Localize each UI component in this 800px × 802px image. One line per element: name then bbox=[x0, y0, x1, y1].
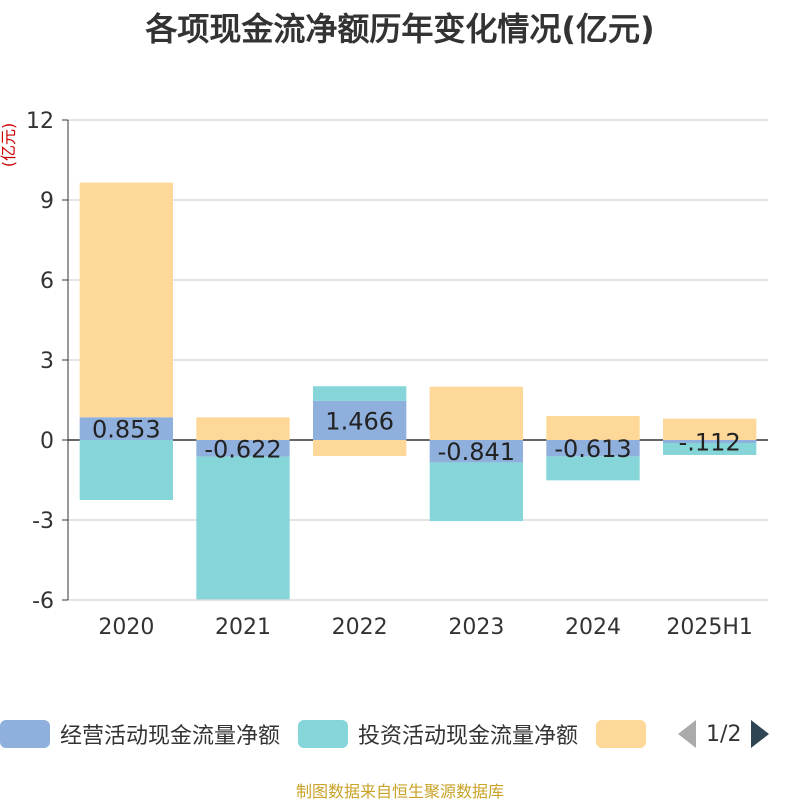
legend-label: 经营活动现金流量净额 bbox=[60, 724, 281, 749]
bar-segment bbox=[663, 418, 757, 440]
bar-segment bbox=[313, 386, 407, 401]
bar-segment bbox=[429, 440, 523, 463]
data-label: -0.622 bbox=[204, 435, 281, 463]
legend-item[interactable]: 经营活动现金流量净额 bbox=[0, 718, 280, 750]
data-label: 1.466 bbox=[325, 407, 394, 435]
data-label: -0.613 bbox=[554, 435, 631, 463]
data-source-note: 制图数据来自恒生聚源数据库 bbox=[295, 782, 504, 801]
bar-segment bbox=[663, 442, 757, 455]
bar-segment bbox=[546, 416, 640, 440]
legend-swatch bbox=[0, 720, 50, 748]
legend-swatch bbox=[298, 720, 349, 748]
data-label: -0.841 bbox=[438, 438, 515, 466]
bar-segment bbox=[79, 182, 173, 418]
data-label: -.112 bbox=[679, 428, 741, 456]
bar-segment bbox=[79, 440, 173, 500]
legend-pager: 1/2 bbox=[678, 720, 770, 748]
x-tick-label: 2023 bbox=[448, 615, 504, 640]
x-tick-label: 2021 bbox=[215, 615, 271, 640]
y-tick-label: 0 bbox=[40, 429, 54, 454]
bar-segment bbox=[429, 462, 523, 522]
y-tick-label: -6 bbox=[32, 589, 54, 614]
bar-segment bbox=[313, 440, 407, 456]
y-tick-label: 6 bbox=[40, 269, 54, 294]
y-tick-label: 9 bbox=[40, 189, 54, 214]
cash-flow-chart: -6 -3 0 3 6 9 12 2020 2021 2022 2023 2024 2025H1 0.8… bbox=[0, 109, 768, 640]
chart-title: 各项现金流净额历年变化情况(亿元) bbox=[145, 10, 655, 48]
data-label: 0.853 bbox=[92, 416, 161, 444]
y-axis-label: (亿元) bbox=[0, 123, 18, 168]
bar-segment bbox=[313, 400, 407, 440]
prev-page-icon[interactable] bbox=[678, 720, 697, 748]
bar-segment bbox=[429, 386, 523, 440]
legend-item[interactable] bbox=[596, 720, 656, 748]
y-tick-label: -3 bbox=[32, 509, 54, 534]
x-tick-label: 2025H1 bbox=[666, 615, 753, 640]
bar-segment bbox=[196, 440, 290, 457]
y-tick-label: 3 bbox=[40, 349, 54, 374]
bars bbox=[79, 182, 757, 600]
legend-item[interactable]: 投资活动现金流量净额 bbox=[298, 718, 578, 750]
grid-lines bbox=[68, 119, 768, 601]
bar-segment bbox=[663, 440, 757, 443]
bar-segment bbox=[196, 456, 290, 600]
axes: -6 -3 0 3 6 9 12 2020 2021 2022 2023 2024 2025H1 bbox=[26, 109, 768, 640]
y-tick-label: 12 bbox=[26, 109, 54, 134]
bar-segment bbox=[196, 417, 290, 440]
bar-segment bbox=[79, 417, 173, 440]
legend: 经营活动现金流量净额 投资活动现金流量净额 1/2 bbox=[0, 716, 800, 752]
x-tick-label: 2020 bbox=[98, 615, 154, 640]
next-page-icon[interactable] bbox=[751, 720, 770, 748]
bar-segment bbox=[546, 456, 640, 481]
page-indicator: 1/2 bbox=[706, 721, 742, 747]
legend-swatch bbox=[596, 720, 647, 748]
legend-label: 投资活动现金流量净额 bbox=[358, 724, 579, 749]
x-tick-label: 2022 bbox=[332, 615, 388, 640]
x-tick-label: 2024 bbox=[565, 615, 621, 640]
bar-segment bbox=[546, 440, 640, 457]
data-labels: 0.853 -0.622 1.466 -0.841 -0.613 -.112 bbox=[92, 407, 741, 466]
